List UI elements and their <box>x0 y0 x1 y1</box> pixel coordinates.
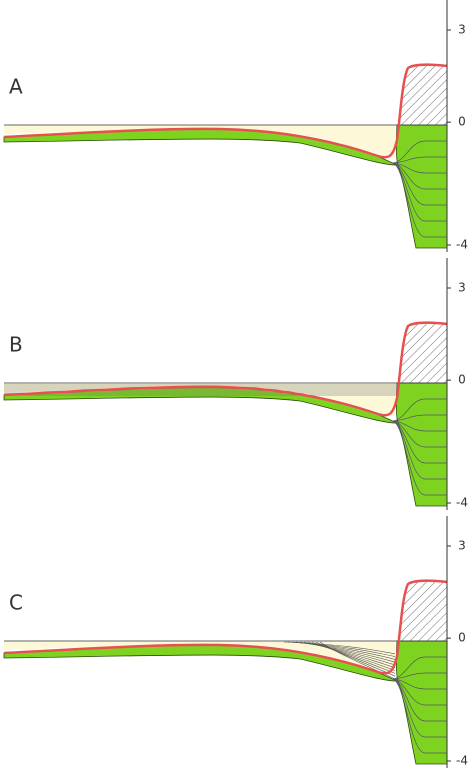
panel-label: C <box>9 591 23 615</box>
contour <box>391 678 447 722</box>
contour <box>391 162 447 174</box>
layer-curve <box>303 641 396 669</box>
contour <box>391 398 447 422</box>
contour <box>391 678 447 690</box>
y-tick-label: -4 <box>456 238 468 252</box>
panel-label: A <box>9 75 23 99</box>
layer-curve <box>299 641 396 666</box>
surface-line <box>3 579 448 675</box>
hatched-area <box>397 322 447 383</box>
contour <box>391 414 447 422</box>
layer-curve <box>307 641 396 671</box>
layer-curve <box>311 641 396 674</box>
ice-layer <box>4 641 395 674</box>
contour <box>391 656 447 680</box>
contour <box>391 162 447 206</box>
y-tick-label: 0 <box>458 631 466 645</box>
y-tick-label: -4 <box>456 754 468 768</box>
panel-label: B <box>9 333 23 357</box>
contour <box>391 420 447 464</box>
contour <box>391 156 447 164</box>
hatched-area <box>397 580 447 641</box>
surface-line <box>3 321 448 417</box>
contour <box>391 420 447 432</box>
y-tick-label: 0 <box>458 115 466 129</box>
layer-curve <box>319 641 396 680</box>
surface-line <box>3 63 448 159</box>
hatched-area <box>397 64 447 125</box>
panel: 3 0 -4 C <box>3 516 468 768</box>
y-tick-label: 0 <box>458 373 466 387</box>
ice-layer <box>4 125 395 158</box>
panel: 3 0 -4 B <box>3 258 468 510</box>
panel: 3 0 -4 A <box>3 0 468 252</box>
y-tick-label: 3 <box>458 23 466 37</box>
contour <box>391 672 447 680</box>
y-tick-label: 3 <box>458 539 466 553</box>
y-tick-label: -4 <box>456 496 468 510</box>
contour <box>391 140 447 164</box>
y-tick-label: 3 <box>458 281 466 295</box>
